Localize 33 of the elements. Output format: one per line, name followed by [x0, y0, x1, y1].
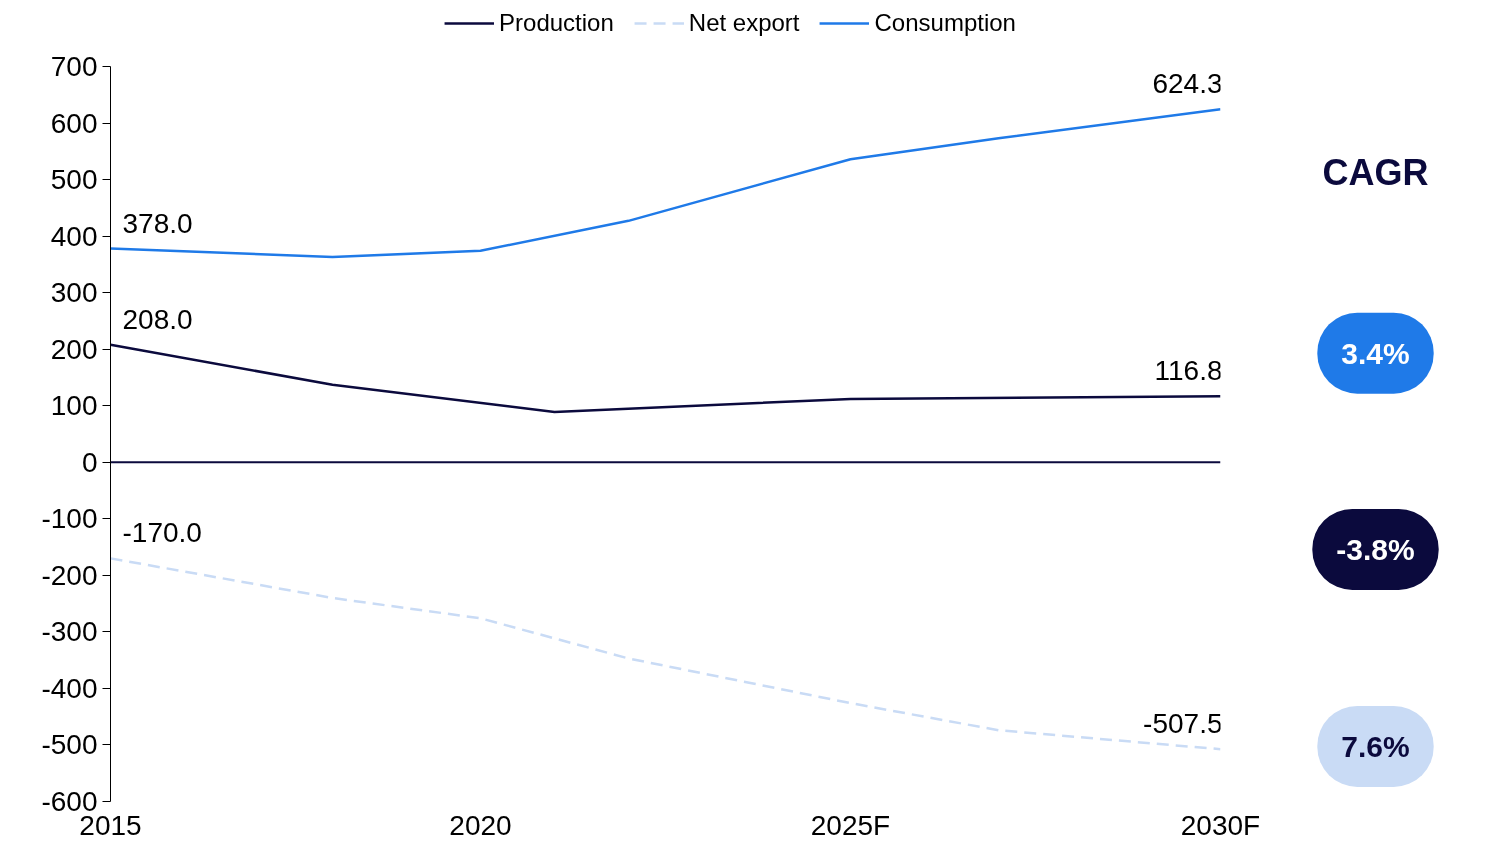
y-tick-label: -600: [41, 786, 98, 817]
y-tick-label: 500: [50, 164, 98, 196]
legend-label: Consumption: [874, 9, 1016, 37]
y-tick-label: 0: [81, 446, 98, 478]
text: 7.6%: [1341, 729, 1410, 763]
line-series: [110, 108, 1221, 259]
x-tick-label: 2030F: [1180, 809, 1261, 841]
line-series: [110, 343, 1221, 414]
x-tick-label: 2025F: [810, 809, 891, 841]
y-tick-label: -300: [41, 616, 98, 648]
y-tick-label: 300: [50, 277, 98, 309]
data-label: -170.0: [122, 517, 202, 549]
y-tick-label: 700: [50, 51, 98, 82]
y-tick-label: -500: [41, 729, 98, 761]
y-tick-label: 600: [50, 107, 98, 139]
y-tick-label: 200: [50, 333, 98, 365]
line-series: [110, 557, 1221, 751]
text: 3.4%: [1341, 336, 1410, 370]
text: CAGR: [1322, 151, 1429, 193]
data-label: 624.3: [1152, 68, 1223, 100]
data-label: -507.5: [1143, 708, 1223, 740]
y-tick-label: -100: [41, 503, 98, 535]
y-tick-label: 100: [50, 390, 98, 422]
data-label: 378.0: [122, 207, 193, 239]
data-label: 116.8: [1154, 355, 1223, 387]
data-label: 208.0: [122, 303, 193, 335]
legend-label: Net export: [688, 9, 800, 37]
y-tick-label: -200: [41, 559, 98, 591]
x-tick-label: 2020: [449, 809, 512, 841]
y-tick-label: -400: [41, 672, 98, 704]
y-tick-label: 400: [50, 220, 98, 252]
legend-label: Production: [499, 9, 614, 37]
text: -3.8%: [1336, 532, 1415, 566]
